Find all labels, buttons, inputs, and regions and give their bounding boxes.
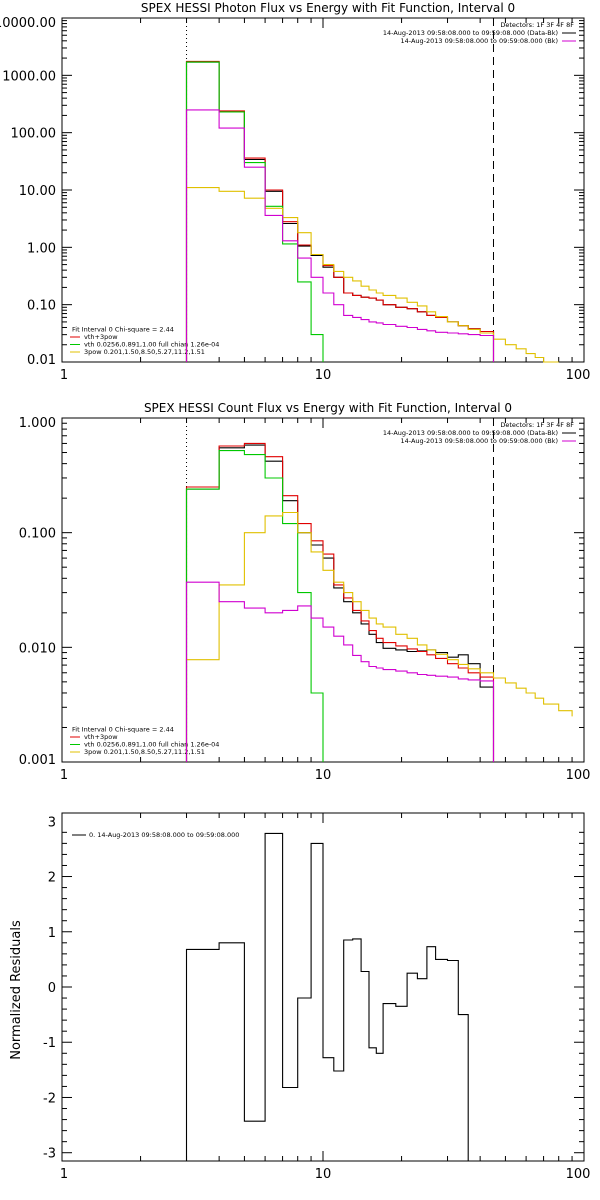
- series-black: [185, 444, 495, 762]
- residuals-axis-ticks: 1 10 100 -3 -2 -1 0 1 2 3: [43, 813, 590, 1182]
- residuals-legend: 0. 14-Aug-2013 09:58:08.000 to 09:59:08.…: [72, 831, 239, 839]
- y-tick-label: 1000.00: [2, 69, 56, 84]
- legend-entry: vth 0.0256,0.891,1.00 full chian 1.26e-0…: [84, 341, 219, 349]
- photon-flux-panel: SPEX HESSI Photon Flux vs Energy with Fi…: [0, 1, 590, 383]
- x-tick-label: 10: [315, 768, 332, 783]
- legend-entry: 14-Aug-2013 09:58:08.000 to 09:59:08.000…: [401, 37, 558, 45]
- legend-entry: 3pow 0.201,1.50,8.50,5.27,11.2,1.51: [84, 748, 205, 756]
- x-tick-label: 1: [60, 768, 68, 783]
- series-red: [185, 442, 495, 762]
- series-magenta: [185, 581, 495, 762]
- series-magenta: [185, 109, 495, 362]
- series-black: [185, 832, 481, 1162]
- count-flux-panel: SPEX HESSI Count Flux vs Energy with Fit…: [19, 401, 591, 783]
- y-tick-label: 10.00: [19, 184, 56, 199]
- legend-entry: 14-Aug-2013 09:58:08.000 to 09:59:08.000…: [383, 429, 558, 437]
- photon-plot-frame: [61, 17, 585, 363]
- photon-chart-title: SPEX HESSI Photon Flux vs Energy with Fi…: [141, 1, 515, 15]
- photon-legend-bottomleft: Fit Interval 0 Chi-square = 2.44vth+3pow…: [70, 326, 219, 356]
- x-tick-label: 100: [566, 1167, 591, 1182]
- y-tick-label: 0.010: [19, 641, 56, 656]
- y-tick-label: 2: [48, 871, 56, 886]
- y-tick-label: 0.10: [27, 299, 56, 314]
- series-green: [185, 450, 324, 762]
- y-tick-label: -2: [43, 1091, 56, 1106]
- y-tick-label: 0.01: [27, 353, 56, 368]
- legend-entry: Fit Interval 0 Chi-square = 2.44: [72, 326, 174, 334]
- legend-entry: vth+3pow: [84, 333, 118, 341]
- y-tick-label: 3: [48, 815, 56, 830]
- x-tick-label: 1: [60, 1167, 68, 1182]
- y-tick-label: 1.000: [19, 416, 56, 431]
- count-legend-bottomleft: Fit Interval 0 Chi-square = 2.44vth+3pow…: [70, 726, 219, 756]
- x-tick-label: 1: [60, 368, 68, 383]
- y-tick-label: 1.00: [27, 241, 56, 256]
- x-tick-label: 100: [566, 368, 591, 383]
- count-axis-ticks: 1 10 100 0.001 0.010 0.100 1.000: [19, 416, 591, 783]
- legend-entry: 0. 14-Aug-2013 09:58:08.000 to 09:59:08.…: [89, 831, 239, 839]
- legend-entry: vth+3pow: [84, 733, 118, 741]
- y-tick-label: 0.100: [19, 527, 56, 542]
- legend-entry: Detectors: 1F 3F 4F 8F: [500, 21, 574, 29]
- y-tick-label: -1: [43, 1036, 56, 1051]
- count-chart-title: SPEX HESSI Count Flux vs Energy with Fit…: [144, 401, 512, 415]
- photon-series-group: [185, 18, 559, 363]
- legend-entry: 14-Aug-2013 09:58:08.000 to 09:59:08.000…: [383, 29, 558, 37]
- photon-axis-ticks: 1 10 100 0.01 0.10 1.00 10.00 100.00 1000.00 1000…: [0, 16, 590, 383]
- series-yellow: [185, 187, 559, 363]
- y-tick-label: -3: [43, 1147, 56, 1162]
- x-tick-label: 10: [315, 1167, 332, 1182]
- series-yellow: [185, 511, 573, 762]
- residuals-y-label: Normalized Residuals: [9, 920, 24, 1060]
- x-tick-label: 100: [566, 768, 591, 783]
- x-tick-label: 10: [315, 368, 332, 383]
- legend-entry: 14-Aug-2013 09:58:08.000 to 09:59:08.000…: [401, 437, 558, 445]
- y-tick-label: 100.00: [11, 127, 57, 142]
- series-green: [185, 61, 324, 362]
- legend-entry: vth 0.0256,0.891,1.00 full chian 1.26e-0…: [84, 741, 219, 749]
- legend-entry: Detectors: 1F 3F 4F 8F: [500, 421, 574, 429]
- y-tick-label: 1: [48, 926, 56, 941]
- legend-entry: Fit Interval 0 Chi-square = 2.44: [72, 726, 174, 734]
- legend-entry: 3pow 0.201,1.50,8.50,5.27,11.2,1.51: [84, 348, 205, 356]
- residuals-series-group: [185, 832, 481, 1162]
- y-tick-label: 0.001: [19, 753, 56, 768]
- y-tick-label: 0: [48, 981, 56, 996]
- residuals-panel: Normalized Residuals 0. 14-Aug-2013 09:5…: [9, 812, 590, 1182]
- y-tick-label: 10000.00: [0, 16, 56, 31]
- count-series-group: [185, 418, 573, 762]
